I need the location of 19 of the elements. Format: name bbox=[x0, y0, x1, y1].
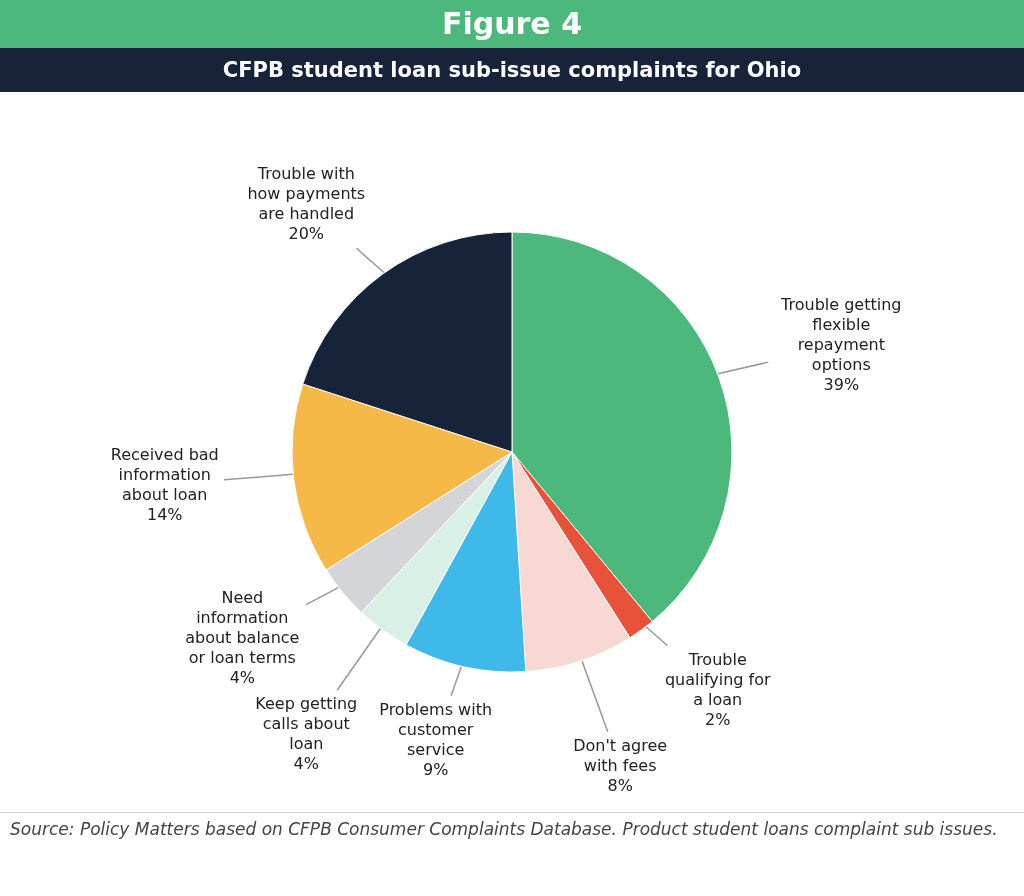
slice-label: Don't agree with fees bbox=[573, 735, 668, 775]
slice-label: Trouble qualifying for a loan bbox=[664, 649, 771, 709]
data-label: 8% bbox=[607, 775, 633, 795]
slice-label: Keep getting calls about loan bbox=[255, 694, 358, 754]
slice-label: Need information about balance or loan terms bbox=[185, 588, 300, 668]
data-label: 9% bbox=[422, 759, 449, 779]
slice-label: Trouble getting flexible repayment options bbox=[780, 295, 902, 375]
data-label: 14% bbox=[146, 504, 183, 524]
chart-title: Figure 4 bbox=[0, 0, 1024, 48]
slice-label: Problems with customer service bbox=[379, 699, 493, 759]
data-label: 4% bbox=[293, 754, 319, 774]
data-label: 20% bbox=[288, 224, 325, 244]
data-label: 2% bbox=[705, 709, 731, 729]
data-label: 4% bbox=[229, 668, 256, 688]
data-label: 39% bbox=[823, 375, 860, 395]
slice-label: Trouble with how payments are handled bbox=[247, 164, 366, 224]
slice-label: Received bad information about loan bbox=[110, 444, 219, 504]
chart-subtitle: CFPB student loan sub-issue complaints for Ohio bbox=[0, 48, 1024, 92]
source-note: Source: Policy Matters based on CFPB Consumer Complaints Database. Product student loans complaint sub issues. bbox=[0, 812, 1024, 845]
